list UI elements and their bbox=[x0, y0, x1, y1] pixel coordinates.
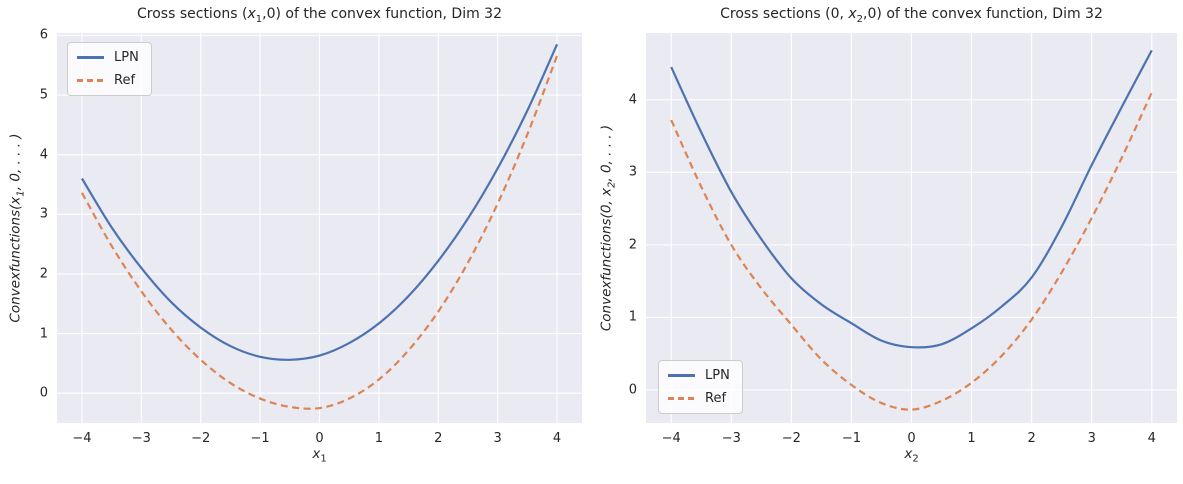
curve-lpn bbox=[80, 43, 559, 361]
lpn-line-sample-icon bbox=[668, 374, 695, 377]
x-tick-label: 4 bbox=[1147, 431, 1156, 446]
curve-ref bbox=[670, 92, 1153, 411]
y-axis-label-right-plot: Convexfunctions(0, x2, 0, . . . ) bbox=[599, 125, 618, 331]
y-tick-label: 3 bbox=[39, 206, 48, 222]
x-tick-label: 0 bbox=[315, 431, 324, 446]
x-axis-label-right-plot: x2 bbox=[646, 446, 1177, 465]
xlabel-var: x bbox=[904, 446, 913, 462]
plot-area-left bbox=[57, 33, 582, 423]
x-tick-label: 1 bbox=[967, 431, 976, 446]
x-tick-label: −4 bbox=[661, 431, 681, 446]
ref-line-sample-icon bbox=[77, 79, 104, 82]
ylabel-var-subscript: 1 bbox=[15, 190, 27, 197]
ylabel-text: , 0, . . . ) bbox=[598, 124, 615, 182]
x-tick-label: −3 bbox=[721, 431, 741, 446]
xlabel-var: x bbox=[312, 446, 321, 462]
x-tick-label: 2 bbox=[434, 431, 443, 446]
ylabel-var: x bbox=[7, 196, 24, 205]
legend-label-ref: Ref bbox=[114, 73, 136, 88]
ref-line-sample-icon bbox=[668, 397, 695, 400]
legend-right-plot: LPN Ref bbox=[658, 360, 743, 414]
y-tick-label: 5 bbox=[39, 87, 48, 103]
y-tick-label: 1 bbox=[628, 309, 637, 325]
x-tick-label: −2 bbox=[191, 431, 211, 446]
y-tick-label: 0 bbox=[39, 385, 48, 401]
title-var-subscript: 1 bbox=[255, 13, 263, 25]
ylabel-var-subscript: 2 bbox=[606, 181, 618, 188]
x-tick-label: −2 bbox=[781, 431, 801, 446]
xlabel-var-subscript: 2 bbox=[912, 453, 919, 465]
y-axis-label-left-plot: Convexfunctions(x1, 0, . . . ) bbox=[8, 133, 27, 322]
title-text: Cross sections (0, bbox=[720, 6, 849, 22]
ylabel-text: Convexfunctions( bbox=[7, 204, 24, 323]
plot-title-left: Cross sections (x1,0) of the convex func… bbox=[57, 6, 582, 25]
y-tick-label: 1 bbox=[39, 326, 48, 342]
y-tick-label: 4 bbox=[628, 92, 637, 108]
x-tick-label: 1 bbox=[374, 431, 384, 446]
ylabel-text: , 0, . . . ) bbox=[7, 133, 24, 191]
lpn-line-sample-icon bbox=[77, 56, 104, 59]
plot-area-right bbox=[646, 33, 1177, 423]
x-axis-label-left-plot: x1 bbox=[57, 446, 582, 465]
x-tick-label: −1 bbox=[250, 431, 270, 446]
legend-label-ref: Ref bbox=[705, 391, 727, 406]
x-tick-label: 0 bbox=[907, 431, 916, 446]
legend-item-lpn: LPN bbox=[668, 368, 730, 383]
x-tick-label: 2 bbox=[1027, 431, 1036, 446]
title-text: ,0) of the convex function, Dim 32 bbox=[863, 6, 1103, 22]
title-var: x bbox=[247, 6, 256, 22]
title-text: ,0) of the convex function, Dim 32 bbox=[262, 6, 502, 22]
xlabel-var-subscript: 1 bbox=[320, 453, 327, 465]
chart-canvas bbox=[646, 33, 1177, 423]
ylabel-text: Convexfunctions(0, bbox=[598, 196, 615, 332]
legend-item-ref: Ref bbox=[77, 73, 139, 88]
legend-item-ref: Ref bbox=[668, 391, 730, 406]
plot-title-right: Cross sections (0, x2,0) of the convex f… bbox=[646, 6, 1177, 25]
y-tick-label: 4 bbox=[39, 147, 48, 163]
y-tick-label: 0 bbox=[628, 382, 637, 398]
title-text: Cross sections ( bbox=[137, 6, 248, 22]
x-tick-label: −4 bbox=[72, 431, 92, 446]
curve-lpn bbox=[670, 49, 1153, 349]
y-tick-label: 6 bbox=[39, 27, 48, 43]
x-tick-label: 3 bbox=[1087, 431, 1096, 446]
ylabel-var: x bbox=[598, 188, 615, 196]
curve-ref bbox=[80, 55, 559, 410]
y-tick-label: 2 bbox=[628, 237, 637, 253]
x-tick-label: −3 bbox=[131, 431, 151, 446]
legend-left-plot: LPN Ref bbox=[67, 42, 152, 96]
x-tick-label: 3 bbox=[493, 431, 502, 446]
title-var: x bbox=[848, 6, 857, 22]
y-tick-label: 3 bbox=[628, 164, 637, 180]
legend-item-lpn: LPN bbox=[77, 50, 139, 65]
x-tick-label: −1 bbox=[841, 431, 862, 446]
legend-label-lpn: LPN bbox=[705, 368, 730, 383]
y-tick-label: 2 bbox=[39, 266, 48, 282]
title-var-subscript: 2 bbox=[856, 13, 864, 25]
x-tick-label: 4 bbox=[552, 431, 562, 446]
legend-label-lpn: LPN bbox=[114, 50, 139, 65]
